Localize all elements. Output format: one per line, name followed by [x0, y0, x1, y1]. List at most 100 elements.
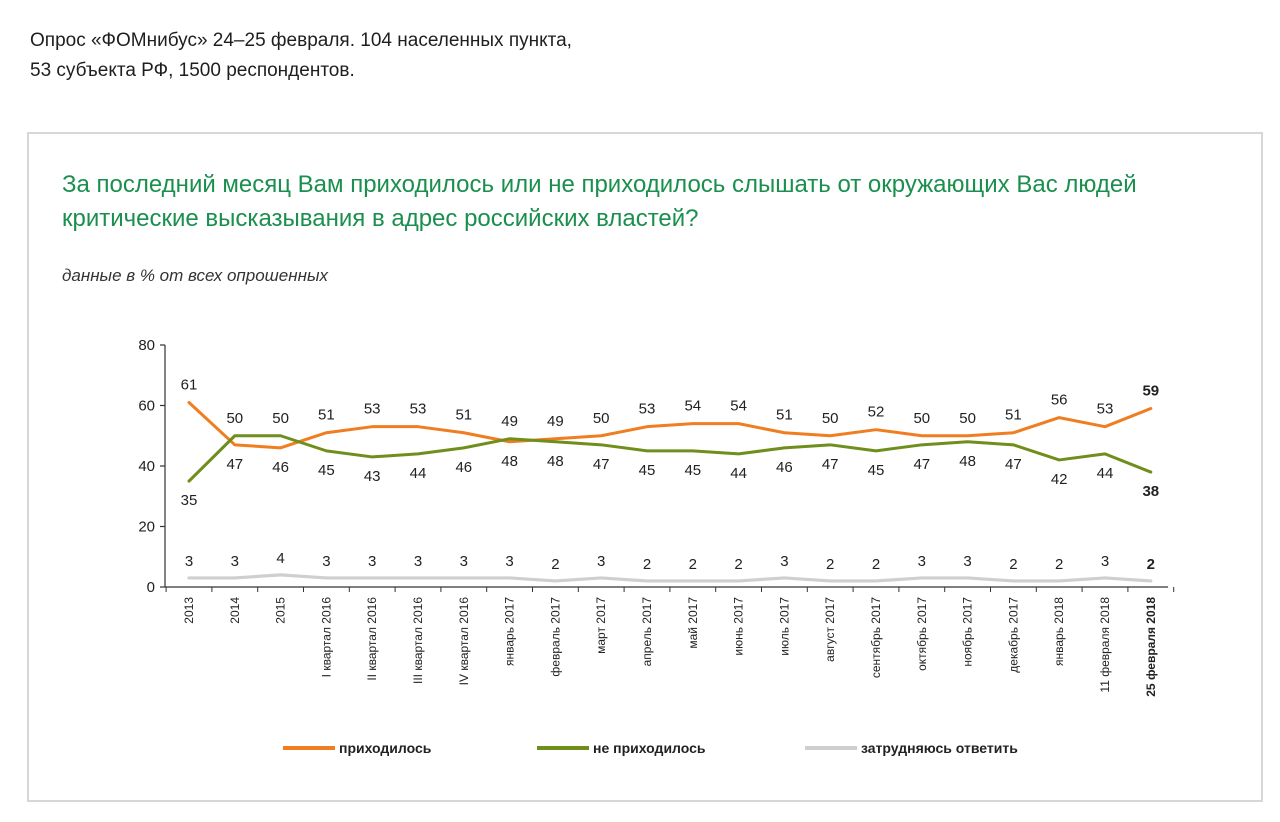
data-label-s2: 46 [776, 459, 793, 476]
chart-panel [27, 132, 1263, 802]
data-label-s3: 3 [963, 553, 971, 570]
question-title: За последний месяц Вам приходилось или н… [62, 168, 1222, 236]
data-label-s2: 49 [501, 413, 518, 430]
data-label-s2: 47 [822, 456, 839, 473]
data-label-s1: 61 [181, 376, 198, 393]
question-title-line-2: критические высказывания в адрес российс… [62, 205, 699, 232]
legend-item-prikhodilos-label: приходилось [339, 740, 432, 756]
y-tick-label: 60 [138, 398, 155, 415]
data-label-s1: 53 [364, 401, 381, 418]
data-label-s1: 53 [1097, 401, 1114, 418]
data-label-s1: 50 [822, 410, 839, 427]
x-category-label: июль 2017 [777, 597, 791, 656]
x-category-label: III квартал 2016 [411, 597, 425, 684]
legend-item-ne-prikhodilos-label: не приходилось [593, 740, 706, 756]
data-label-s1: 50 [593, 410, 610, 427]
data-label-s3: 2 [1009, 556, 1017, 573]
y-tick-label: 0 [147, 579, 155, 596]
data-label-s2: 47 [593, 456, 610, 473]
data-label-s3: 2 [689, 556, 697, 573]
data-label-s3: 3 [414, 553, 422, 570]
x-category-label: июнь 2017 [732, 597, 746, 656]
data-label-s3: 3 [460, 553, 468, 570]
data-label-s1: 48 [501, 453, 518, 470]
series-line-1 [187, 400, 1153, 450]
data-label-s3: 4 [276, 550, 284, 567]
survey-source-note: Опрос «ФОМнибус» 24–25 февраля. 104 насе… [30, 26, 572, 86]
data-label-s2: 45 [639, 462, 656, 479]
data-label-s1: 46 [272, 459, 289, 476]
x-category-label: март 2017 [594, 597, 608, 654]
x-category-label: II квартал 2016 [365, 597, 379, 681]
data-label-s2: 44 [730, 465, 747, 482]
x-category-label: январь 2018 [1052, 597, 1066, 666]
data-label-s1: 51 [776, 407, 793, 424]
x-category-label: апрель 2017 [640, 597, 654, 667]
y-tick-label: 20 [138, 519, 155, 536]
x-category-label: 2013 [182, 597, 196, 624]
data-label-s1: 51 [455, 407, 472, 424]
data-label-s3: 2 [826, 556, 834, 573]
series-line-3 [187, 573, 1153, 583]
data-label-s3: 2 [1055, 556, 1063, 573]
data-label-s1: 52 [868, 404, 885, 421]
source-line-2: 53 субъекта РФ, 1500 респондентов. [30, 60, 355, 81]
data-label-s1: 49 [547, 413, 564, 430]
y-tick-label: 40 [138, 458, 155, 475]
x-category-label: январь 2017 [503, 597, 517, 666]
data-label-s2: 48 [547, 453, 564, 470]
data-label-s3: 2 [551, 556, 559, 573]
data-label-s2: 50 [226, 410, 243, 427]
x-category-label: август 2017 [823, 597, 837, 662]
data-label-s3: 3 [597, 553, 605, 570]
data-label-s1: 59 [1142, 383, 1159, 400]
data-label-s3: 3 [1101, 553, 1109, 570]
data-label-s3: 3 [505, 553, 513, 570]
series-line-2 [187, 434, 1153, 483]
x-category-label: I квартал 2016 [319, 597, 333, 678]
data-label-s2: 46 [455, 459, 472, 476]
data-label-s2: 43 [364, 468, 381, 485]
y-tick-label: 80 [138, 337, 155, 354]
x-category-label: 25 февраля 2018 [1144, 597, 1158, 697]
source-line-1: Опрос «ФОМнибус» 24–25 февраля. 104 насе… [30, 30, 572, 51]
data-label-s2: 38 [1142, 483, 1159, 500]
data-label-s2: 35 [181, 492, 198, 509]
data-label-s3: 2 [1147, 556, 1155, 573]
data-label-s3: 2 [872, 556, 880, 573]
chart-subtitle: данные в % от всех опрошенных [62, 266, 328, 285]
x-category-label: февраль 2017 [548, 597, 562, 677]
legend-item-zatrudnyayus-label: затрудняюсь ответить [861, 740, 1018, 756]
data-label-s2: 45 [868, 462, 885, 479]
data-label-s2: 45 [684, 462, 701, 479]
data-label-s3: 2 [643, 556, 651, 573]
data-label-s3: 3 [322, 553, 330, 570]
data-label-s1: 51 [318, 407, 335, 424]
data-label-s1: 47 [226, 456, 243, 473]
data-label-s1: 53 [410, 401, 427, 418]
x-category-label: IV квартал 2016 [457, 597, 471, 686]
x-category-label: ноябрь 2017 [961, 597, 975, 667]
data-label-s2: 44 [410, 465, 427, 482]
x-category-label: май 2017 [686, 597, 700, 649]
data-label-s2: 50 [272, 410, 289, 427]
data-label-s1: 56 [1051, 392, 1068, 409]
data-label-s1: 51 [1005, 407, 1022, 424]
data-label-s2: 45 [318, 462, 335, 479]
x-category-label: октябрь 2017 [915, 597, 929, 671]
data-label-s3: 3 [231, 553, 239, 570]
data-label-s2: 42 [1051, 471, 1068, 488]
data-label-s1: 54 [684, 398, 701, 415]
data-label-s3: 3 [918, 553, 926, 570]
data-label-s2: 47 [913, 456, 930, 473]
data-label-s2: 48 [959, 453, 976, 470]
question-title-line-1: За последний месяц Вам приходилось или н… [62, 171, 1137, 198]
x-category-label: 11 февраля 2018 [1098, 597, 1112, 693]
data-label-s2: 47 [1005, 456, 1022, 473]
data-label-s3: 3 [185, 553, 193, 570]
data-label-s3: 2 [734, 556, 742, 573]
data-label-s1: 50 [913, 410, 930, 427]
data-label-s1: 54 [730, 398, 747, 415]
data-label-s1: 50 [959, 410, 976, 427]
